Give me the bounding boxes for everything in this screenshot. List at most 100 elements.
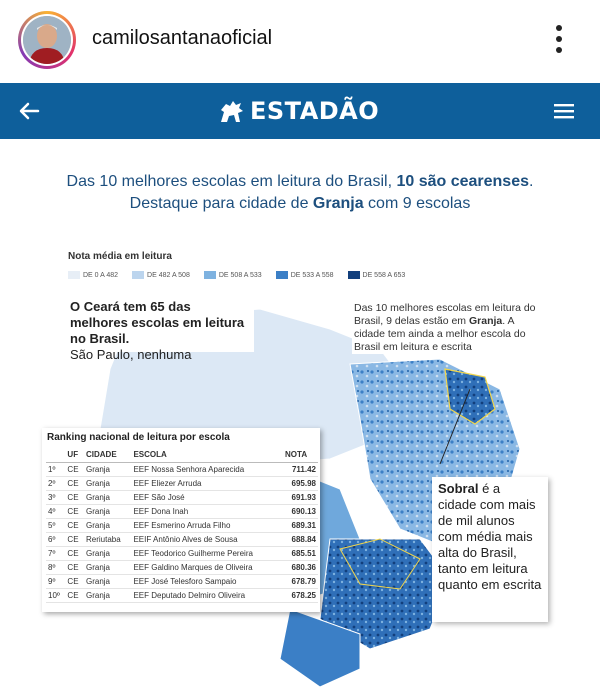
table-row: 3º CE Granja EEF São José 691.93	[46, 490, 318, 505]
map-southeast	[319, 538, 451, 650]
table-row: 5º CE Granja EEF Esmerino Arruda Filho 689.3…	[46, 518, 318, 533]
table-cell: 8º	[46, 560, 66, 575]
table-cell: 5º	[46, 518, 66, 533]
callout-sobral: Sobral é a cidade com mais de mil alunos…	[432, 477, 548, 622]
table-cell: EEF José Telesforo Sampaio	[131, 574, 284, 589]
table-cell: Granja	[83, 518, 132, 533]
estadao-horse-icon	[221, 101, 243, 122]
post-header: camilosantanaoficial	[0, 0, 600, 82]
infographic: Das 10 melhores escolas em leitura do Br…	[0, 139, 600, 690]
table-cell: Granja	[83, 546, 132, 561]
table-row: 4º CE Granja EEF Dona Inah 690.13	[46, 504, 318, 519]
headline-line1-bold: 10 são cearenses	[396, 173, 529, 190]
legend-label: DE 508 A 533	[218, 271, 262, 279]
legend-label: DE 482 A 508	[147, 271, 190, 279]
map-south	[279, 608, 361, 688]
legend-label: DE 558 A 653	[362, 271, 406, 279]
ranking-header-cell: CIDADE	[83, 447, 132, 463]
table-row: 8º CE Granja EEF Galdino Marques de Oliveir…	[46, 560, 318, 575]
table-cell: CE	[65, 476, 84, 491]
table-cell: EEF Teodorico Guilherme Pereira	[131, 546, 284, 561]
headline: Das 10 melhores escolas em leitura do Br…	[0, 171, 600, 215]
table-cell: 3º	[46, 490, 66, 505]
table-cell: 685.51	[283, 546, 318, 561]
more-options-icon[interactable]	[548, 22, 570, 56]
table-row: 7º CE Granja EEF Teodorico Guilherme Pereir…	[46, 546, 318, 561]
legend-item: DE 533 A 558	[275, 271, 334, 279]
table-cell: 689.31	[283, 518, 318, 533]
table-cell: 691.93	[283, 490, 318, 505]
legend-swatch	[132, 271, 145, 279]
callout-ceara-normal: São Paulo, nenhuma	[70, 347, 192, 362]
table-cell: CE	[65, 588, 84, 603]
table-cell: EEF Eliezer Arruda	[131, 476, 284, 491]
table-cell: EEF Nossa Senhora Aparecida	[131, 462, 284, 477]
ranking-table-card: Ranking nacional de leitura por escola U…	[42, 428, 320, 612]
table-cell: 10º	[46, 588, 66, 603]
table-cell: EEF Esmerino Arruda Filho	[131, 518, 284, 533]
callout-granja-part2: . A cidade tem ainda a melhor escola do …	[354, 315, 526, 353]
table-cell: CE	[65, 574, 84, 589]
callout-ceara: O Ceará tem 65 das melhores escolas em l…	[64, 296, 254, 362]
headline-line2-bold: Granja	[312, 195, 364, 212]
map-state-border	[339, 538, 421, 590]
estadao-navbar: ESTADÃO	[0, 83, 600, 139]
table-cell: EEF São José	[131, 490, 284, 505]
table-cell: 690.13	[283, 504, 318, 519]
table-cell: 680.36	[283, 560, 318, 575]
callout-granja: Das 10 melhores escolas em leitura do Br…	[352, 302, 548, 354]
sobral-pointer	[439, 388, 471, 465]
legend-swatch	[347, 271, 360, 279]
ranking-header-cell: ESCOLA	[131, 447, 284, 463]
legend-item: DE 508 A 533	[203, 271, 262, 279]
table-cell: Granja	[83, 574, 132, 589]
table-cell: CE	[65, 518, 84, 533]
callout-sobral-text: é a cidade com mais de mil alunos com mé…	[438, 481, 542, 592]
legend-item: DE 482 A 508	[132, 271, 190, 279]
legend-item: DE 0 A 482	[68, 271, 118, 279]
ranking-header-cell: UF	[65, 447, 84, 463]
legend-title: Nota média em leitura	[68, 251, 172, 262]
ranking-title: Ranking nacional de leitura por escola	[47, 432, 230, 443]
back-arrow-icon[interactable]	[14, 97, 44, 125]
table-cell: Granja	[83, 588, 132, 603]
legend-swatch	[203, 271, 216, 279]
legend-swatch	[68, 271, 80, 279]
avatar[interactable]	[18, 11, 76, 69]
table-cell: Granja	[83, 490, 132, 505]
legend-label: DE 0 A 482	[83, 271, 119, 279]
table-row: 10º CE Granja EEF Deputado Delmiro Oliveira…	[46, 588, 318, 603]
table-cell: Granja	[83, 476, 132, 491]
table-cell: 1º	[46, 462, 66, 477]
headline-line2-end: com 9 escolas	[363, 195, 471, 212]
headline-line2: Destaque para cidade de	[129, 195, 313, 212]
table-cell: CE	[65, 532, 84, 547]
table-cell: Granja	[83, 462, 132, 477]
table-cell: EEF Dona Inah	[131, 504, 284, 519]
callout-ceara-bold: O Ceará tem 65 das melhores escolas em l…	[70, 299, 245, 346]
table-cell: 9º	[46, 574, 66, 589]
table-cell: 678.25	[283, 588, 318, 603]
table-cell: CE	[65, 490, 84, 505]
ranking-table: UF CIDADE ESCOLA NOTA 1º CE Granja EEF Nossa S…	[46, 447, 318, 603]
table-cell: 711.42	[283, 462, 318, 477]
username[interactable]: camilosantanaoficial	[92, 27, 273, 49]
table-cell: 695.98	[283, 476, 318, 491]
legend: DE 0 A 482 DE 482 A 508 DE 508 A 533 DE 533…	[68, 271, 405, 279]
table-cell: 7º	[46, 546, 66, 561]
table-cell: 6º	[46, 532, 66, 547]
callout-granja-bold: Granja	[468, 315, 503, 327]
table-cell: Reriutaba	[83, 532, 132, 547]
table-cell: 678.79	[283, 574, 318, 589]
headline-line1: Das 10 melhores escolas em leitura do Br…	[66, 173, 397, 190]
table-cell: EEF Galdino Marques de Oliveira	[131, 560, 284, 575]
table-cell: 2º	[46, 476, 66, 491]
legend-label: DE 533 A 558	[290, 271, 334, 279]
estadao-logo[interactable]: ESTADÃO	[218, 92, 379, 130]
table-cell: 4º	[46, 504, 66, 519]
ranking-header-cell	[46, 447, 66, 463]
table-cell: Granja	[83, 504, 132, 519]
table-row: 2º CE Granja EEF Eliezer Arruda 695.98	[46, 476, 318, 491]
legend-swatch	[275, 271, 288, 279]
hamburger-menu-icon[interactable]	[552, 100, 576, 122]
